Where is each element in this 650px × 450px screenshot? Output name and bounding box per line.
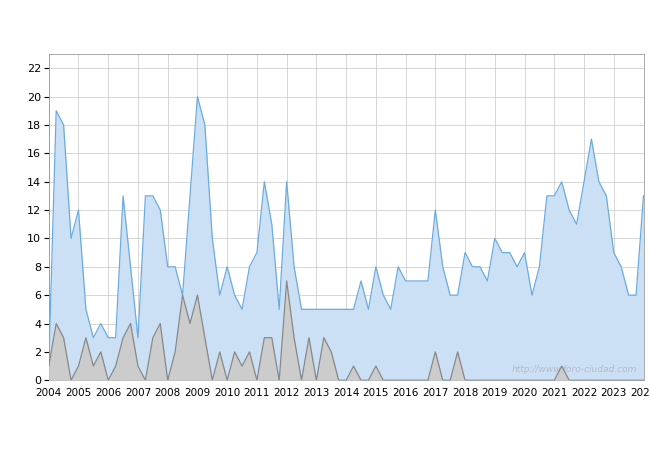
Text: Arjonilla - Evolucion del Nº de Transacciones Inmobiliarias: Arjonilla - Evolucion del Nº de Transacc… <box>85 16 565 31</box>
Text: http://www.foro-ciudad.com: http://www.foro-ciudad.com <box>512 364 638 373</box>
